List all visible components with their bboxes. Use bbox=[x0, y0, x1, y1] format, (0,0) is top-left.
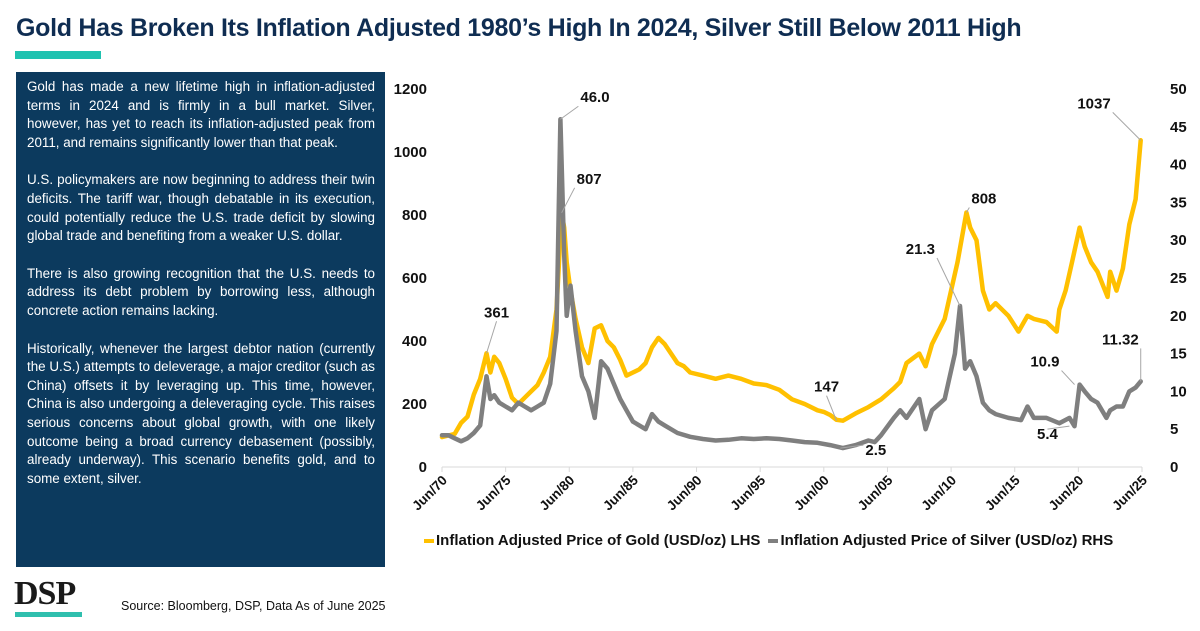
annotation-leader-line bbox=[1112, 111, 1142, 141]
gold-series-line bbox=[439, 138, 1143, 440]
dsp-logo: DSP bbox=[14, 575, 76, 612]
annotation-leader-line bbox=[936, 257, 961, 307]
y-right-tick-label: 0 bbox=[1170, 459, 1178, 476]
y-right-tick-label: 15 bbox=[1170, 346, 1187, 363]
data-label: 10.9 bbox=[1030, 354, 1059, 371]
commentary-paragraph: U.S. policymakers are now beginning to a… bbox=[27, 172, 375, 244]
x-tick-label: Jun/80 bbox=[537, 473, 578, 514]
annotation-leader-line bbox=[826, 395, 838, 421]
y-right-tick-label: 30 bbox=[1170, 232, 1187, 249]
x-tick-label: Jun/70 bbox=[409, 473, 450, 514]
chart-legend: Inflation Adjusted Price of Gold (USD/oz… bbox=[424, 532, 1121, 549]
commentary-paragraph: Historically, whenever the largest debto… bbox=[27, 340, 375, 486]
legend-swatch-silver-icon bbox=[768, 538, 779, 543]
data-label: 808 bbox=[971, 190, 996, 207]
title-accent-bar bbox=[15, 51, 101, 59]
legend-label-gold: Inflation Adjusted Price of Gold (USD/oz… bbox=[436, 532, 761, 549]
commentary-paragraph: Gold has made a new lifetime high in inf… bbox=[27, 79, 375, 150]
chart-axes: 0 200 400 600 800 1000 1200 0 5 10 15 20 25 30 35 40 45 5… bbox=[394, 81, 1187, 476]
y-left-tick-label: 800 bbox=[402, 207, 427, 224]
legend-swatch-gold-icon bbox=[424, 538, 434, 543]
x-tick-label: Jun/15 bbox=[982, 472, 1023, 513]
x-tick-label: Jun/00 bbox=[791, 473, 832, 514]
y-right-tick-label: 5 bbox=[1170, 421, 1178, 438]
y-left-tick-label: 200 bbox=[402, 396, 427, 413]
data-label: 147 bbox=[814, 379, 839, 396]
y-right-tick-label: 10 bbox=[1170, 383, 1187, 400]
x-tick-label: Jun/10 bbox=[918, 473, 959, 514]
y-right-tick-label: 50 bbox=[1170, 81, 1187, 98]
data-label: 46.0 bbox=[580, 89, 609, 106]
commentary-paragraph: There is also growing recognition that t… bbox=[27, 265, 375, 318]
y-left-tick-label: 1000 bbox=[394, 144, 427, 161]
annotation-leader-line bbox=[840, 444, 864, 449]
data-label: 807 bbox=[577, 171, 602, 188]
x-tick-label: Jun/25 bbox=[1109, 472, 1150, 513]
y-left-tick-label: 0 bbox=[419, 459, 427, 476]
legend-item-gold: Inflation Adjusted Price of Gold (USD/oz… bbox=[424, 532, 760, 549]
y-right-tick-label: 45 bbox=[1170, 119, 1187, 136]
y-left-tick-label: 600 bbox=[402, 270, 427, 287]
legend-label-silver: Inflation Adjusted Price of Silver (USD/… bbox=[780, 532, 1114, 549]
page-title: Gold Has Broken Its Inflation Adjusted 1… bbox=[16, 14, 1022, 42]
y-left-tick-label: 1200 bbox=[394, 81, 427, 98]
x-tick-label: Jun/85 bbox=[600, 472, 641, 513]
x-tick-label: Jun/05 bbox=[855, 472, 896, 513]
gold-silver-chart: 0 200 400 600 800 1000 1200 0 5 10 15 20 25 30 35 40 45 5… bbox=[394, 81, 1187, 513]
data-label: 361 bbox=[484, 304, 509, 321]
annotation-leader-line bbox=[561, 187, 576, 214]
y-left-tick-label: 400 bbox=[402, 333, 427, 350]
data-annotations: 361 46.0 807 147 2.5 21.3 808 5.4 10.9 1037 11.32 bbox=[484, 89, 1142, 459]
data-label: 1037 bbox=[1077, 95, 1110, 112]
annotation-leader-line bbox=[560, 105, 579, 120]
commentary-panel: Gold has made a new lifetime high in inf… bbox=[16, 72, 385, 567]
annotation-leader-line bbox=[965, 207, 970, 213]
x-tick-label: Jun/95 bbox=[727, 472, 768, 513]
silver-series-line bbox=[439, 116, 1143, 451]
y-right-tick-label: 35 bbox=[1170, 194, 1187, 211]
legend-item-silver: Inflation Adjusted Price of Silver (USD/… bbox=[768, 532, 1113, 549]
annotation-leader-line bbox=[486, 321, 498, 354]
data-label: 21.3 bbox=[906, 241, 935, 258]
x-tick-label: Jun/75 bbox=[473, 472, 514, 513]
data-label: 2.5 bbox=[865, 442, 886, 459]
y-right-tick-label: 25 bbox=[1170, 270, 1187, 287]
x-tick-label: Jun/90 bbox=[664, 473, 705, 514]
series-lines bbox=[439, 116, 1143, 451]
annotation-leader-line bbox=[1061, 370, 1075, 385]
logo-accent-bar bbox=[15, 612, 82, 617]
y-right-tick-label: 20 bbox=[1170, 308, 1187, 325]
data-label: 11.32 bbox=[1102, 331, 1139, 348]
x-tick-label: Jun/20 bbox=[1046, 473, 1087, 514]
source-note: Source: Bloomberg, DSP, Data As of June … bbox=[121, 599, 386, 613]
annotation-leader-line bbox=[1047, 425, 1070, 430]
data-label: 5.4 bbox=[1037, 426, 1059, 443]
x-axis-ticks: Jun/70 Jun/75 Jun/80 Jun/85 Jun/90 Jun/95 Jun/… bbox=[409, 467, 1150, 513]
y-right-tick-label: 40 bbox=[1170, 157, 1187, 174]
